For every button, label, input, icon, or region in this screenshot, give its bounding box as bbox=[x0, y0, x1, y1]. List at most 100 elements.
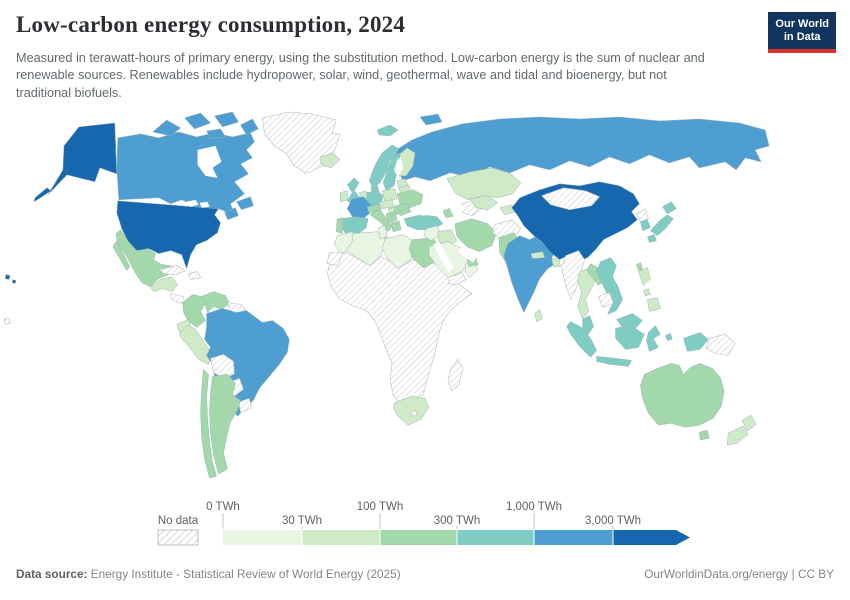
license-link[interactable]: CC BY bbox=[797, 567, 834, 581]
country-indonesia[interactable] bbox=[566, 321, 597, 358]
country-uzbekistan[interactable] bbox=[469, 195, 499, 210]
legend-bin-5[interactable] bbox=[613, 530, 690, 545]
country-bangladesh[interactable] bbox=[551, 257, 561, 267]
chart-subtitle: Measured in terawatt-hours of primary en… bbox=[16, 51, 705, 100]
country-levant[interactable] bbox=[423, 225, 442, 241]
legend-bin-3[interactable] bbox=[457, 530, 534, 545]
country-china[interactable] bbox=[511, 181, 640, 262]
country-hispaniola[interactable] bbox=[188, 271, 201, 280]
country-egypt[interactable] bbox=[408, 237, 440, 268]
country-sri-lanka[interactable] bbox=[534, 309, 543, 322]
legend-bin-1[interactable] bbox=[302, 530, 380, 545]
country-papua-new-guinea[interactable] bbox=[705, 334, 736, 356]
country-pacific-islands[interactable] bbox=[3, 318, 11, 325]
site-link[interactable]: OurWorldinData.org/energy bbox=[644, 567, 789, 581]
country-new-zealand[interactable] bbox=[726, 425, 749, 446]
country-canada[interactable] bbox=[224, 207, 239, 220]
country-canada[interactable] bbox=[206, 128, 226, 140]
country-libya[interactable] bbox=[381, 234, 414, 269]
owid-logo[interactable]: Our World in Data bbox=[768, 12, 836, 54]
legend-no-data-swatch[interactable] bbox=[157, 529, 199, 546]
country-australia[interactable] bbox=[640, 363, 725, 428]
legend-tick-label-5: 3,000 TWh bbox=[585, 515, 641, 527]
country-greece[interactable] bbox=[390, 220, 402, 232]
country-portugal[interactable] bbox=[335, 217, 344, 234]
country-malaysia[interactable] bbox=[616, 313, 643, 329]
country-chile[interactable] bbox=[200, 369, 217, 479]
country-costa-rica-panama[interactable] bbox=[170, 293, 184, 304]
country-south-africa[interactable] bbox=[392, 396, 430, 426]
country-russia[interactable] bbox=[395, 116, 770, 182]
legend-tick-label-1: 30 TWh bbox=[282, 515, 322, 527]
country-taiwan[interactable] bbox=[636, 262, 643, 271]
country-canada[interactable] bbox=[240, 118, 259, 136]
country-poland[interactable] bbox=[381, 188, 398, 203]
country-vietnam[interactable] bbox=[596, 257, 623, 315]
country-brazil[interactable] bbox=[204, 308, 290, 417]
country-bolivia[interactable] bbox=[210, 354, 235, 380]
country-colombia[interactable] bbox=[182, 294, 206, 328]
country-argentina[interactable] bbox=[209, 374, 241, 475]
map-legend: No data 0 TWh 30 TWh 100 TWh 300 TWh 1,000 TW… bbox=[0, 496, 850, 558]
country-cuba[interactable] bbox=[159, 265, 186, 275]
country-mexico[interactable] bbox=[112, 240, 131, 271]
country-tunisia[interactable] bbox=[377, 225, 388, 239]
country-indonesia[interactable] bbox=[683, 332, 709, 352]
country-indonesia[interactable] bbox=[596, 356, 632, 367]
country-czech-slovakia[interactable] bbox=[378, 199, 395, 209]
country-canada[interactable] bbox=[116, 131, 255, 220]
country-philippines[interactable] bbox=[643, 288, 651, 296]
country-japan[interactable] bbox=[662, 201, 677, 214]
country-france[interactable] bbox=[346, 196, 374, 220]
country-philippines[interactable] bbox=[638, 267, 651, 286]
country-new-zealand[interactable] bbox=[741, 414, 757, 432]
country-uruguay[interactable] bbox=[238, 397, 252, 413]
country-canada[interactable] bbox=[214, 111, 239, 128]
legend-bin-0[interactable] bbox=[223, 530, 302, 545]
country-italy[interactable] bbox=[369, 209, 393, 232]
country-nepal[interactable] bbox=[530, 251, 545, 259]
country-india[interactable] bbox=[503, 234, 558, 313]
country-indonesia[interactable] bbox=[665, 333, 673, 341]
country-myanmar[interactable] bbox=[561, 250, 585, 300]
footer-separator: | bbox=[791, 567, 795, 581]
country-japan[interactable] bbox=[647, 234, 657, 243]
country-finland[interactable] bbox=[398, 147, 416, 177]
country-russia[interactable] bbox=[419, 113, 443, 126]
country-australia[interactable] bbox=[699, 429, 710, 441]
country-philippines[interactable] bbox=[647, 297, 661, 312]
country-japan[interactable] bbox=[650, 214, 674, 236]
water-body bbox=[197, 145, 222, 178]
country-cambodia[interactable] bbox=[598, 292, 614, 308]
country-north-korea[interactable] bbox=[636, 208, 649, 223]
country-united-states[interactable] bbox=[4, 274, 11, 280]
country-lesotho[interactable] bbox=[410, 409, 418, 417]
country-united-states[interactable] bbox=[47, 122, 118, 196]
water-body bbox=[432, 241, 454, 273]
country-netherlands-belgium[interactable] bbox=[358, 190, 368, 199]
country-iran[interactable] bbox=[454, 218, 498, 252]
country-canada[interactable] bbox=[184, 112, 211, 130]
country-romania[interactable] bbox=[393, 203, 412, 216]
country-indonesia[interactable] bbox=[615, 326, 645, 350]
legend-tick-label-4: 1,000 TWh bbox=[506, 501, 562, 513]
country-south-korea[interactable] bbox=[640, 219, 651, 231]
country-ireland[interactable] bbox=[339, 190, 349, 203]
country-united-states[interactable] bbox=[33, 187, 52, 203]
legend-bin-2[interactable] bbox=[380, 530, 457, 545]
country-central-america[interactable] bbox=[149, 276, 178, 292]
country-united-states[interactable] bbox=[11, 279, 17, 284]
country-kazakhstan[interactable] bbox=[446, 167, 522, 201]
country-malaysia[interactable] bbox=[582, 315, 594, 336]
country-indonesia[interactable] bbox=[646, 325, 661, 352]
country-canada[interactable] bbox=[152, 119, 181, 137]
country-madagascar[interactable] bbox=[447, 359, 464, 392]
country-iceland[interactable] bbox=[320, 152, 341, 169]
country-mongolia[interactable] bbox=[541, 187, 600, 211]
country-norway[interactable] bbox=[376, 124, 399, 137]
country-yemen[interactable] bbox=[447, 272, 467, 285]
country-western-sahara[interactable] bbox=[326, 252, 343, 266]
country-mexico[interactable] bbox=[115, 229, 171, 287]
legend-bin-4[interactable] bbox=[534, 530, 613, 545]
country-canada[interactable] bbox=[236, 196, 254, 210]
